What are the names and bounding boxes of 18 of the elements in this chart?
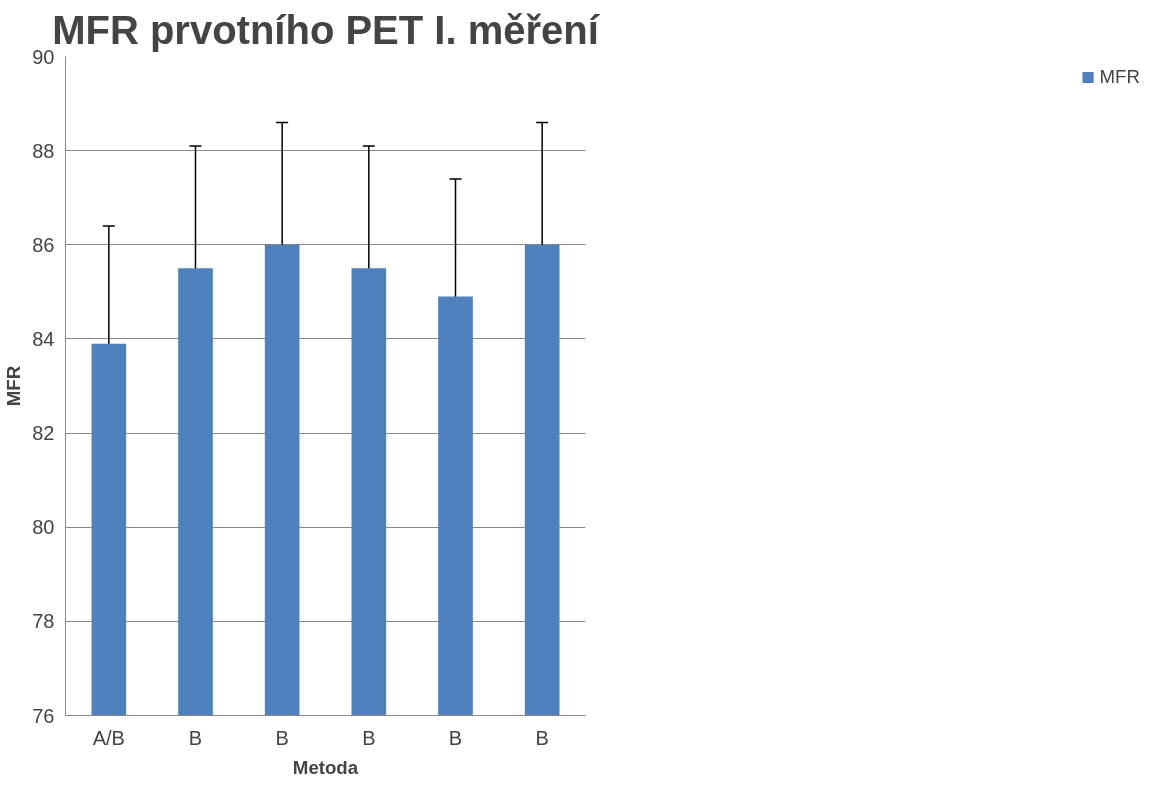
x-tick-label: B [448, 726, 463, 749]
legend-label: MFR [1099, 66, 1140, 88]
chart-title: MFR prvotního PET I. měření [52, 7, 601, 52]
x-axis-title: Metoda [292, 756, 359, 778]
y-tick-label: 78 [32, 610, 55, 633]
x-tick-label: B [188, 726, 203, 749]
x-tick-label: B [535, 726, 549, 749]
y-tick-label: 80 [32, 516, 55, 539]
x-tick-label: A/B [92, 726, 125, 749]
y-axis-title: MFR [3, 365, 25, 407]
x-tick-label: B [275, 726, 289, 749]
y-tick-label: 88 [32, 139, 55, 162]
y-tick-label: 82 [32, 422, 55, 445]
y-tick-label: 84 [32, 327, 55, 350]
y-tick-label: 90 [32, 45, 55, 68]
y-tick-label: 86 [32, 233, 55, 256]
y-tick-label: 76 [32, 704, 55, 727]
x-tick-label: B [362, 726, 376, 749]
